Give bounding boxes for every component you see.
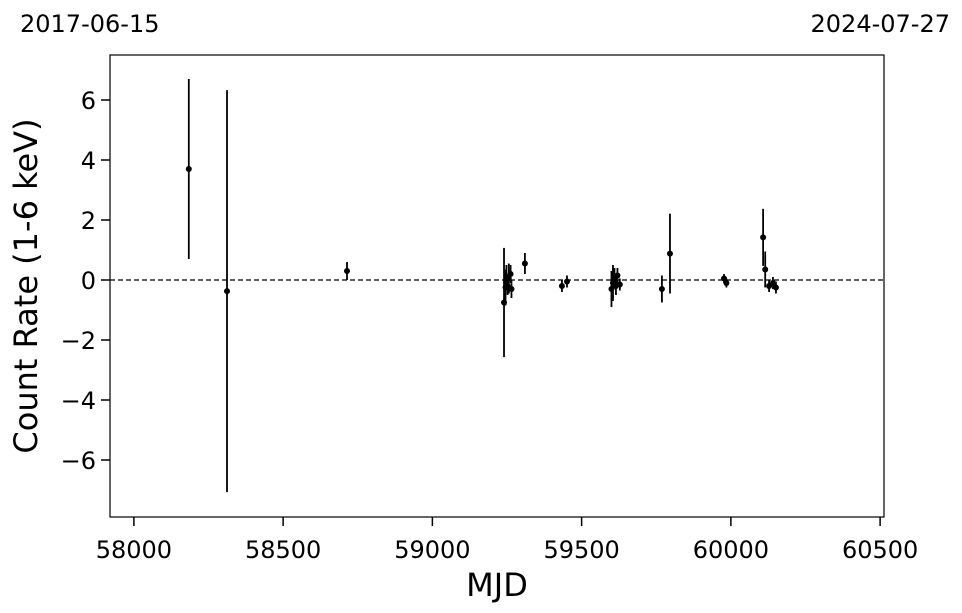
data-point <box>760 234 767 241</box>
data-point <box>614 272 621 279</box>
data-point <box>666 250 673 257</box>
start-date: 2017-06-15 <box>20 10 159 38</box>
end-date: 2024-07-27 <box>811 10 950 38</box>
x-tick-label: 60000 <box>693 536 769 564</box>
y-tick-label: −6 <box>61 447 96 475</box>
data-point <box>723 280 730 286</box>
y-tick-label: 2 <box>81 207 96 235</box>
data-point <box>507 271 514 277</box>
data-point <box>185 166 192 172</box>
data-point <box>521 260 528 267</box>
x-tick-label: 59000 <box>394 536 470 564</box>
x-tick-label: 58500 <box>245 536 321 564</box>
plot-frame <box>109 54 885 518</box>
data-point <box>762 266 769 273</box>
data-point <box>558 283 565 289</box>
y-tick-label: 6 <box>81 87 96 115</box>
y-tick-label: 4 <box>81 147 96 175</box>
data-point <box>508 286 515 292</box>
x-tick-label: 59500 <box>543 536 619 564</box>
y-tick-label: −4 <box>61 387 96 415</box>
y-axis-label: Count Rate (1-6 keV) <box>7 118 45 453</box>
data-point <box>563 278 570 285</box>
x-axis-label: MJD <box>466 566 528 604</box>
data-point <box>658 286 665 292</box>
data-point <box>224 288 231 295</box>
data-point <box>769 280 776 286</box>
x-tick-label: 60500 <box>842 536 918 564</box>
data-point <box>772 284 779 291</box>
data-point <box>344 268 351 274</box>
x-tick-label: 58000 <box>96 536 172 564</box>
y-tick-label: 0 <box>81 267 96 295</box>
y-tick-label: −2 <box>61 327 96 355</box>
data-point <box>616 281 623 288</box>
